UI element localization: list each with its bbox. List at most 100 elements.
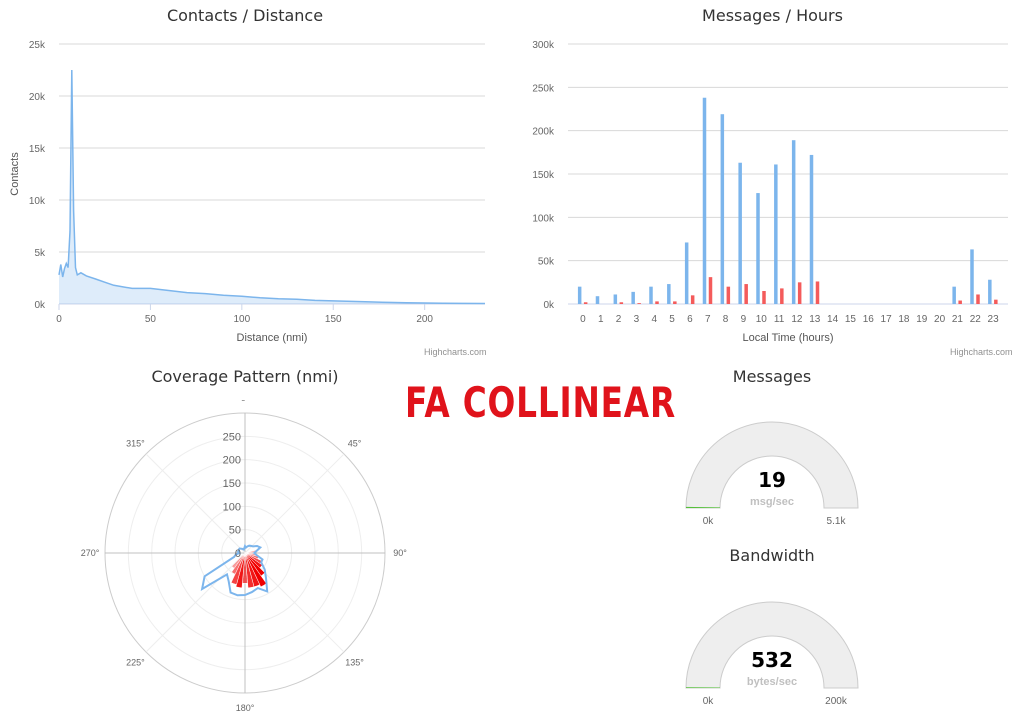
messages-gauge: 19 msg/sec 0k 5.1k — [685, 421, 859, 527]
x-axis-title: Distance (nmi) — [237, 332, 308, 344]
bar — [994, 299, 998, 304]
x-tick-label: 20 — [934, 314, 946, 325]
coverage-chart: 0° 45° 90° 135° 180° 225° 270° 315° 0 50 100 150 200… — [81, 400, 408, 713]
x-tick-label: 0 — [580, 314, 586, 325]
angle-label: 180° — [236, 703, 255, 713]
area-line — [58, 69, 486, 305]
x-tick-label: 12 — [791, 314, 803, 325]
bar — [958, 300, 962, 304]
gauge-min-label: 0k — [703, 516, 715, 527]
x-axis-title: Local Time (hours) — [742, 332, 833, 344]
bar — [595, 296, 600, 304]
coverage-chart-title: Coverage Pattern (nmi) — [151, 367, 339, 386]
x-tick-label: 19 — [916, 314, 928, 325]
x-tick-label: 13 — [809, 314, 821, 325]
gauge-value: 19 — [758, 468, 786, 492]
x-tick-label: 3 — [634, 314, 640, 325]
radial-tick-label: 50 — [229, 525, 241, 537]
x-tick-label: 0 — [56, 314, 62, 325]
polar-spoke — [244, 453, 345, 554]
gauge-band — [685, 421, 859, 509]
bar — [976, 294, 980, 304]
bar — [684, 242, 689, 304]
angle-label: 135° — [345, 658, 364, 668]
gauge-max-label: 5.1k — [827, 516, 847, 527]
bar — [637, 303, 641, 304]
bar — [583, 302, 588, 304]
x-tick-label: 4 — [651, 314, 657, 325]
distance-chart-title: Contacts / Distance — [166, 6, 324, 25]
bar — [649, 286, 653, 304]
angle-label: 225° — [126, 658, 145, 668]
polar-spoke — [145, 453, 246, 554]
y-axis-title: Contacts — [9, 152, 21, 196]
x-tick-label: 8 — [723, 314, 729, 325]
angle-label: 0° — [241, 400, 250, 403]
y-tick-label: 5k — [34, 248, 46, 259]
bar — [726, 286, 731, 304]
bandwidth-gauge: 532 bytes/sec 0k 200k — [685, 601, 859, 707]
y-tick-label: 300k — [532, 40, 555, 51]
x-tick-label: 50 — [145, 314, 157, 325]
bar — [774, 164, 778, 304]
x-tick-label: 100 — [233, 314, 250, 325]
bar — [809, 154, 814, 304]
y-tick-label: 50k — [538, 257, 555, 268]
station-banner: FA COLLINEAR — [405, 378, 676, 427]
bar — [690, 295, 695, 304]
x-tick-label: 23 — [988, 314, 1000, 325]
bar — [780, 288, 784, 304]
bar — [631, 291, 635, 304]
x-tick-label: 17 — [881, 314, 893, 325]
hours-credits[interactable]: Highcharts.com — [950, 347, 1013, 357]
messages-gauge-title: Messages — [732, 367, 812, 386]
y-tick-label: 100k — [532, 213, 555, 224]
bar — [613, 294, 618, 304]
bar — [702, 97, 707, 304]
angle-label: 270° — [81, 548, 100, 558]
x-tick-label: 16 — [863, 314, 875, 325]
bar — [720, 114, 725, 304]
x-tick-label: 14 — [827, 314, 839, 325]
gauge-fill — [686, 506, 721, 508]
coverage-wedge — [231, 552, 246, 575]
bar — [673, 301, 677, 304]
gauge-band — [685, 601, 859, 689]
x-tick-label: 21 — [952, 314, 964, 325]
radial-tick-label: 150 — [223, 478, 241, 490]
hours-chart-title: Messages / Hours — [702, 6, 843, 25]
x-tick-label: 150 — [325, 314, 342, 325]
bar — [655, 301, 659, 304]
distance-credits[interactable]: Highcharts.com — [424, 347, 487, 357]
x-tick-label: 200 — [416, 314, 433, 325]
x-tick-label: 7 — [705, 314, 711, 325]
bar — [667, 284, 671, 304]
y-tick-label: 25k — [29, 40, 46, 51]
x-tick-label: 2 — [616, 314, 622, 325]
bar — [988, 279, 992, 304]
coverage-outline — [200, 543, 269, 597]
angle-label: 45° — [348, 438, 362, 448]
bar — [738, 162, 742, 304]
x-tick-label: 10 — [756, 314, 768, 325]
gauge-unit: bytes/sec — [747, 676, 797, 688]
y-tick-label: 10k — [29, 196, 46, 207]
y-tick-label: 0k — [543, 300, 555, 311]
x-tick-label: 1 — [598, 314, 604, 325]
bar — [970, 249, 974, 304]
gauge-unit: msg/sec — [750, 496, 794, 508]
distance-chart: 0k 5k 10k 15k 20k 25k 0 50 100 150 200 Distance (nm… — [9, 40, 486, 344]
bar — [762, 291, 766, 304]
x-tick-label: 11 — [774, 314, 785, 325]
radial-tick-label: 0 — [235, 548, 241, 560]
bar — [815, 281, 820, 304]
bar — [791, 140, 796, 304]
coverage-wedge — [231, 552, 246, 569]
y-tick-label: 20k — [29, 92, 46, 103]
radial-tick-label: 100 — [223, 501, 241, 513]
y-tick-label: 150k — [532, 170, 555, 181]
bar — [708, 277, 713, 304]
gauge-value: 532 — [751, 648, 793, 672]
gauge-min-label: 0k — [703, 696, 715, 707]
